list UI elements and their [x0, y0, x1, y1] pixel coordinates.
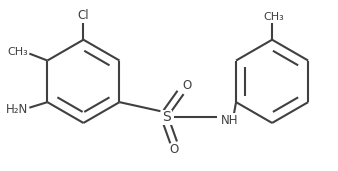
Text: H₂N: H₂N [6, 103, 28, 116]
Text: S: S [162, 110, 171, 124]
Text: CH₃: CH₃ [7, 47, 28, 57]
Text: NH: NH [221, 114, 238, 127]
Text: O: O [182, 79, 191, 92]
Text: O: O [169, 143, 178, 156]
Text: Cl: Cl [78, 9, 89, 22]
Text: CH₃: CH₃ [263, 12, 284, 22]
